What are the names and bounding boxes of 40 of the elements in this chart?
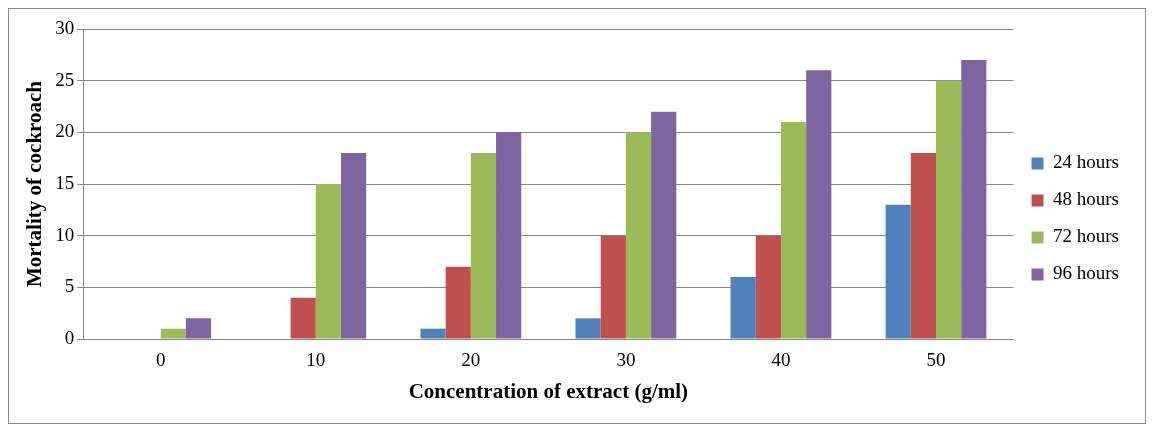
x-tick-label: 10 xyxy=(306,349,326,371)
legend-label: 48 hours xyxy=(1053,188,1120,210)
bar xyxy=(625,132,652,339)
bar xyxy=(340,153,367,339)
y-tick-label: 25 xyxy=(55,68,75,90)
bar xyxy=(806,70,832,339)
y-tick-label: 10 xyxy=(55,223,75,245)
x-tick-label: 40 xyxy=(771,349,791,371)
y-axis-title: Mortality of cockroach xyxy=(22,80,47,288)
bar xyxy=(730,277,756,339)
bar xyxy=(575,318,601,339)
bar xyxy=(445,266,471,339)
y-tick-label: 0 xyxy=(64,326,75,348)
legend-label: 72 hours xyxy=(1053,225,1120,247)
bar xyxy=(160,328,186,339)
x-tick-label: 0 xyxy=(155,349,166,371)
y-tick-label: 20 xyxy=(55,120,75,142)
bar xyxy=(755,235,781,339)
bar xyxy=(885,204,911,339)
bar xyxy=(600,235,626,339)
bar xyxy=(315,184,341,339)
bar xyxy=(936,80,962,339)
legend-label: 96 hours xyxy=(1053,262,1120,284)
y-tick-label: 5 xyxy=(64,275,75,297)
bar xyxy=(420,328,446,339)
y-tick-label: 30 xyxy=(55,16,75,38)
bar xyxy=(470,153,497,339)
bar xyxy=(910,153,936,339)
bar xyxy=(780,122,807,339)
legend-label: 24 hours xyxy=(1053,151,1120,173)
x-tick-label: 50 xyxy=(926,349,946,371)
bar xyxy=(496,132,522,339)
x-tick-label: 30 xyxy=(616,349,636,371)
x-axis-title: Concentration of extract (g/ml) xyxy=(408,378,689,403)
bar xyxy=(185,318,212,339)
x-tick-label: 20 xyxy=(461,349,481,371)
y-tick-label: 15 xyxy=(55,171,75,193)
bar xyxy=(961,60,987,339)
bar xyxy=(651,111,677,339)
bar xyxy=(290,297,316,339)
